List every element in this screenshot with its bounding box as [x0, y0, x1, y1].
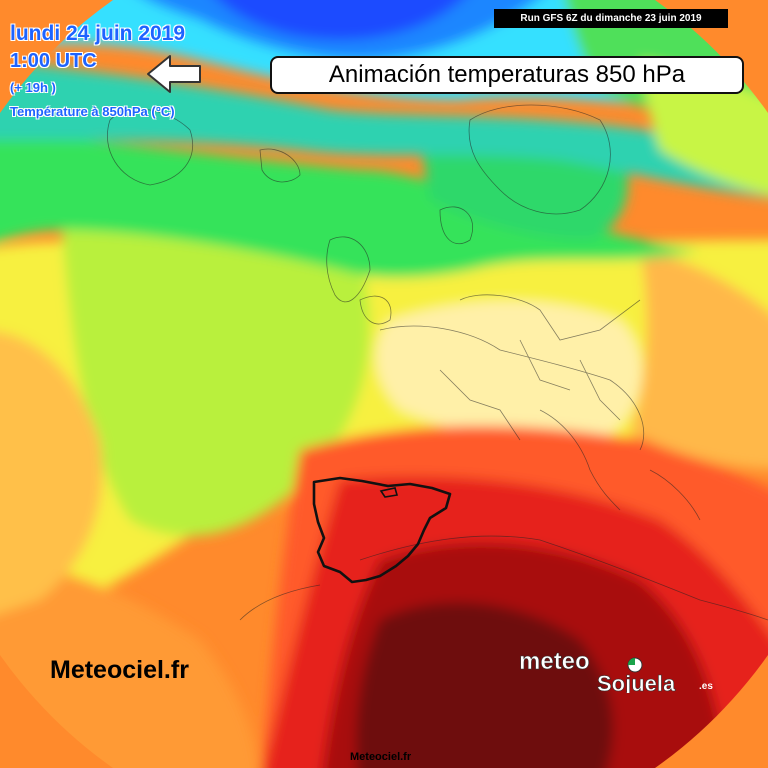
temp-band-green — [0, 130, 700, 278]
temp-band-lime-ne — [640, 60, 768, 200]
arrow-left-icon — [147, 55, 201, 93]
temp-band-orange-light — [630, 250, 768, 470]
temp-band-deep-blue — [200, 0, 480, 40]
temp-band-maroon — [356, 602, 614, 768]
forecast-time: 1:00 UTC — [10, 50, 97, 72]
forecast-date: lundi 24 juin 2019 — [10, 22, 186, 45]
temp-band-orange-left — [0, 330, 103, 620]
forecast-offset: (+ 19h ) — [10, 80, 56, 95]
animation-title: Animación temperaturas 850 hPa — [270, 56, 744, 94]
temp-band-teal — [0, 60, 768, 200]
coastlines — [107, 104, 768, 621]
temp-band-lime — [60, 200, 370, 536]
meteosojuela-logo: meteo Sojuela .es — [519, 648, 714, 693]
iberia-outline — [312, 476, 452, 584]
watermark-meteociel-bottom: Meteociel.fr — [350, 751, 412, 763]
logo-text-top: meteo — [519, 648, 590, 675]
logo-text-bottom: Sojuela — [597, 671, 676, 693]
field-name: Température à 850hPa (°C) — [10, 104, 175, 119]
run-label: Run GFS 6Z du dimanche 23 juin 2019 — [494, 9, 728, 28]
balearic-outline — [379, 487, 399, 498]
logo-suffix: .es — [699, 681, 713, 692]
watermark-meteociel: Meteociel.fr — [50, 656, 189, 684]
